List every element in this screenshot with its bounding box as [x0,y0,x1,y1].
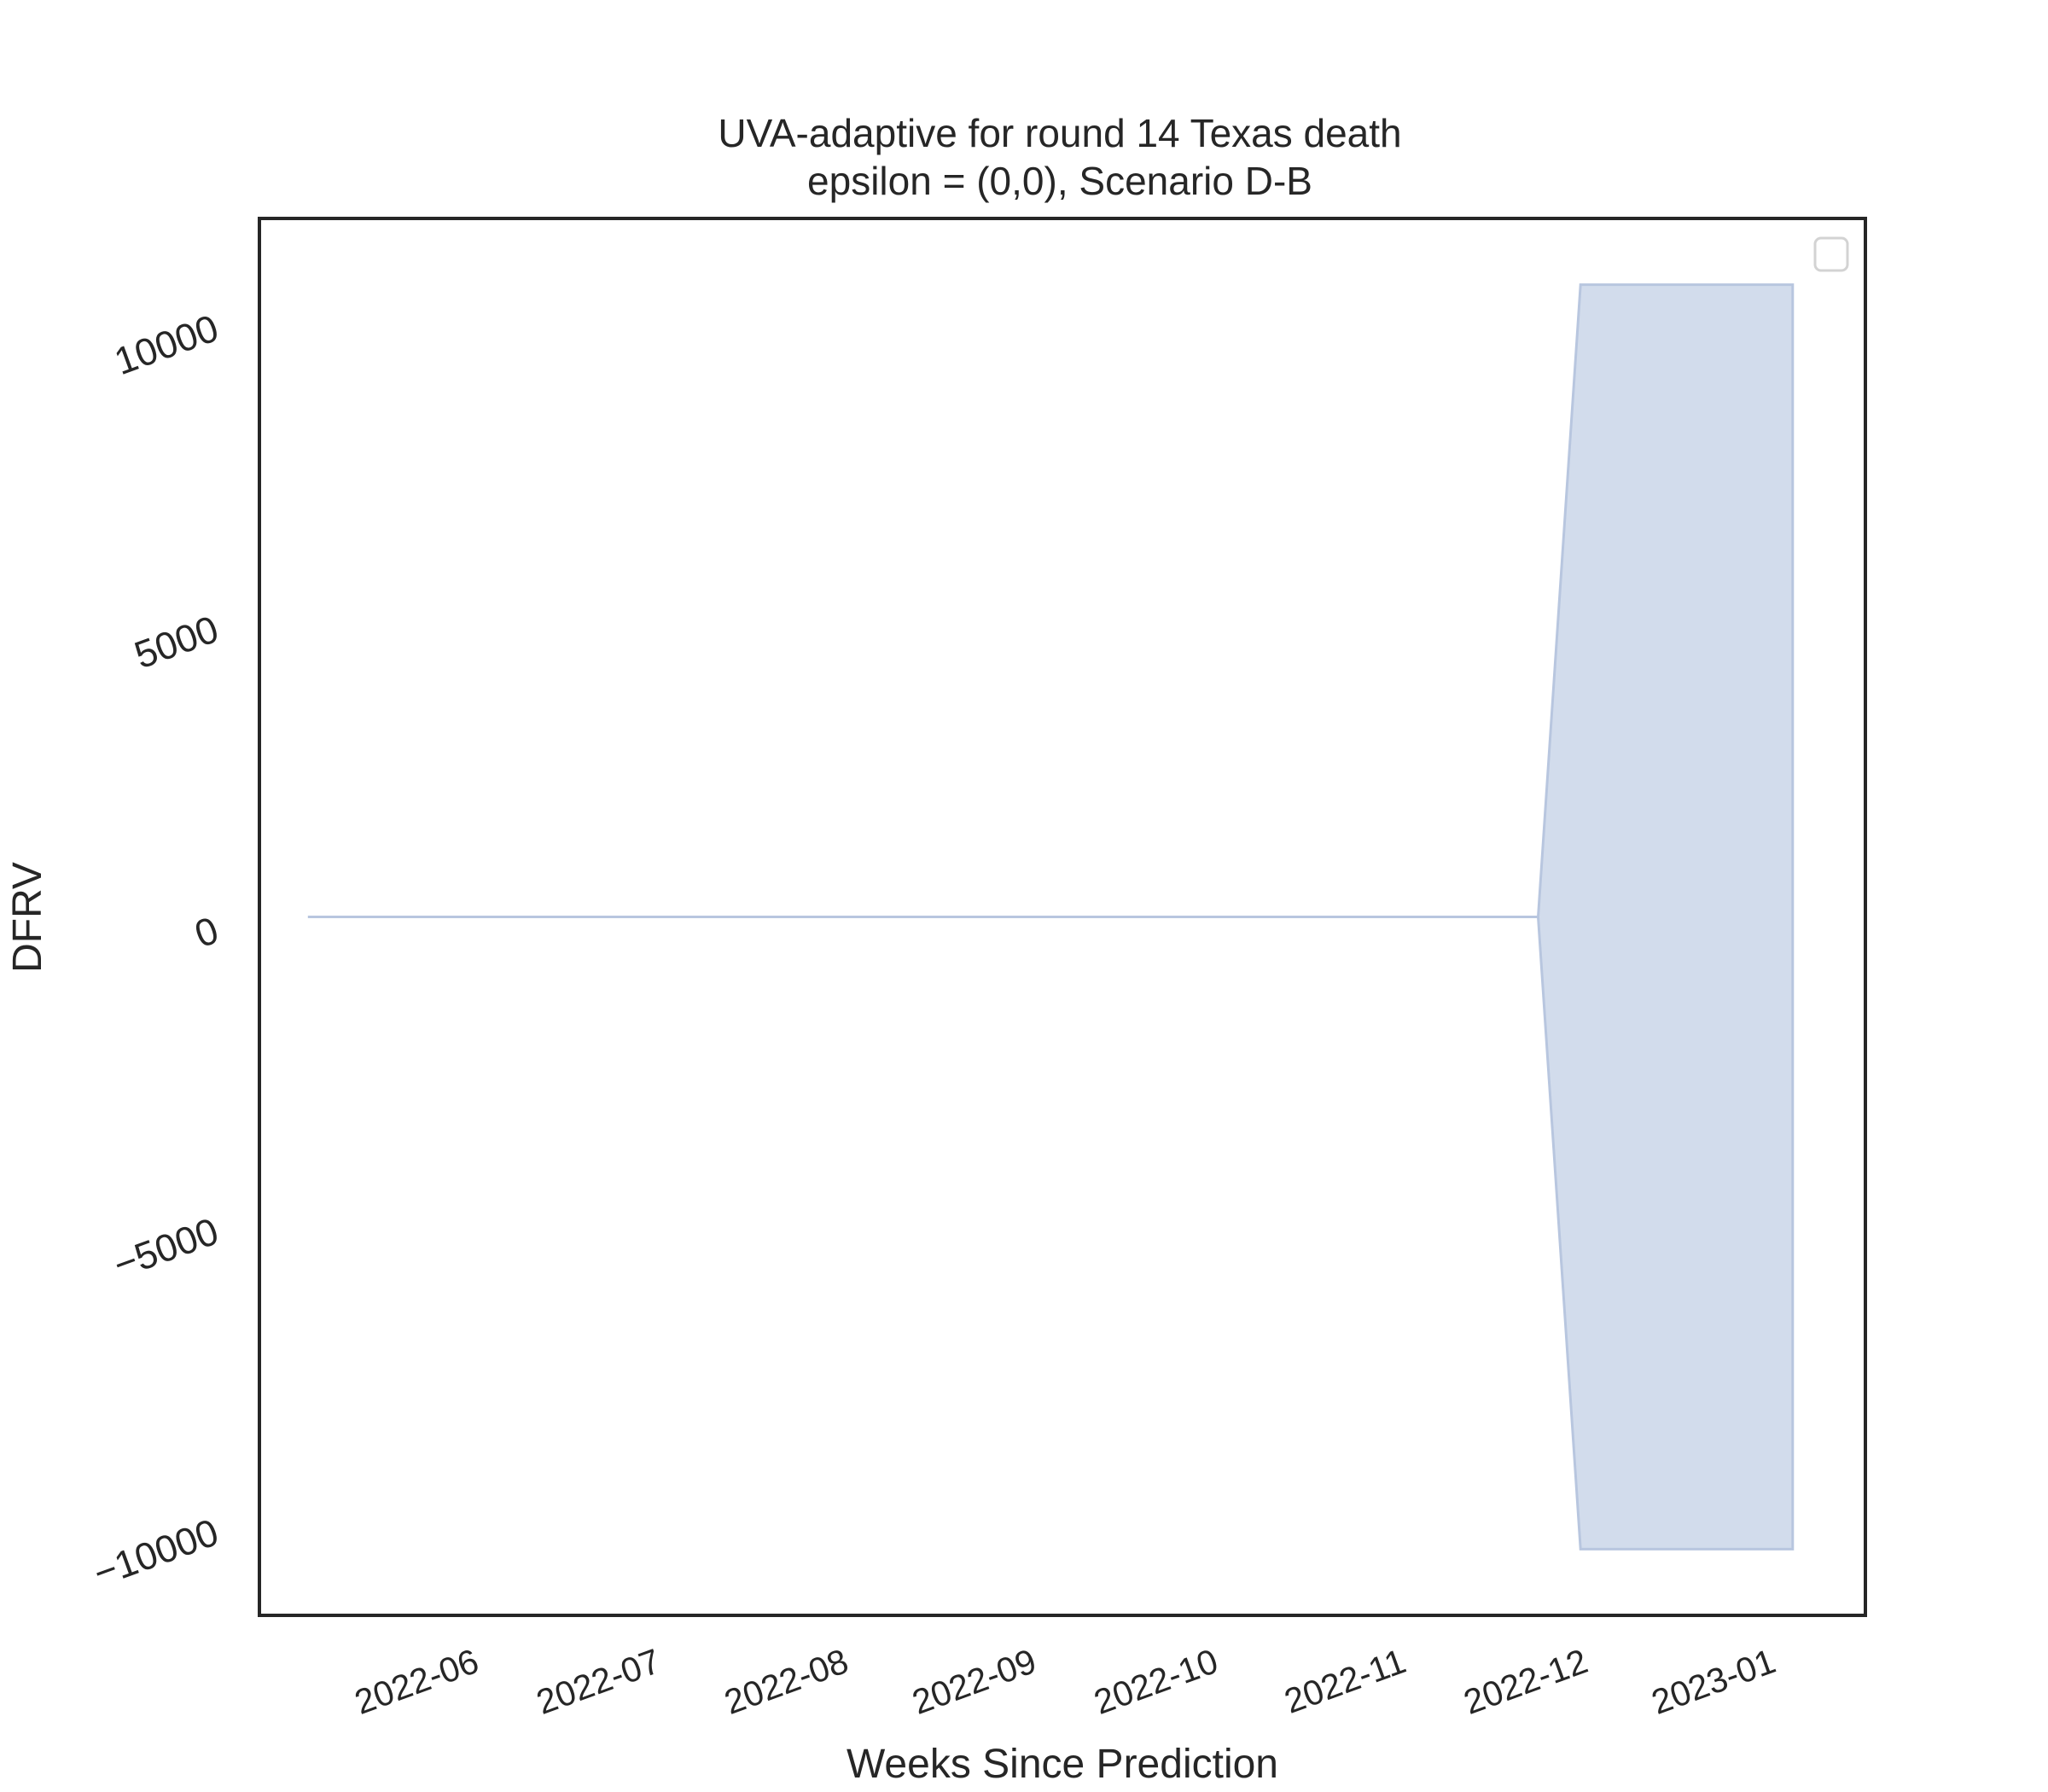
legend-box [1813,236,1849,272]
uncertainty-band [307,283,1795,1551]
plot-area [307,283,1795,1551]
chart-title-line-2: epsilon = (0,0), Scenario D-B [807,159,1312,203]
axes-frame [258,217,1867,1617]
x-axis-label: Weeks Since Prediction [847,1742,1278,1787]
y-axis-label: DFRV [5,862,50,973]
chart-title-line-1: UVA-adaptive for round 14 Texas death [718,111,1401,155]
